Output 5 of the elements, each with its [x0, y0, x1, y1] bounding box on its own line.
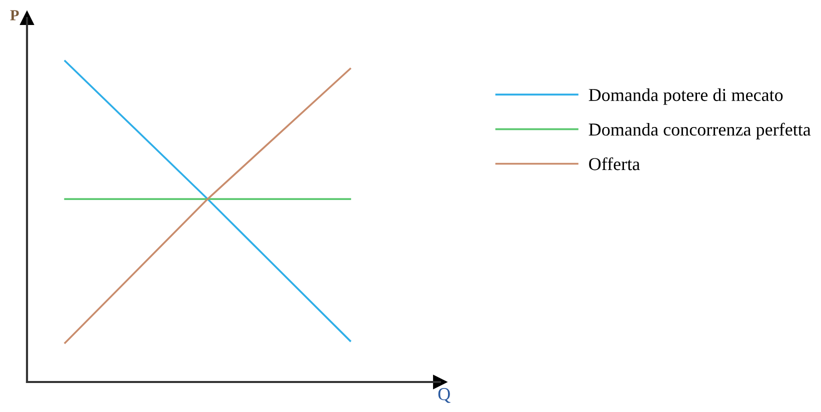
legend-label: Offerta [589, 157, 640, 170]
x-axis-title: Q [438, 388, 450, 403]
legend-label: Domanda potere di mecato [588, 88, 783, 105]
y-axis-title: P [10, 10, 19, 20]
legend-label: Domanda concorrenza perfetta [588, 122, 811, 140]
